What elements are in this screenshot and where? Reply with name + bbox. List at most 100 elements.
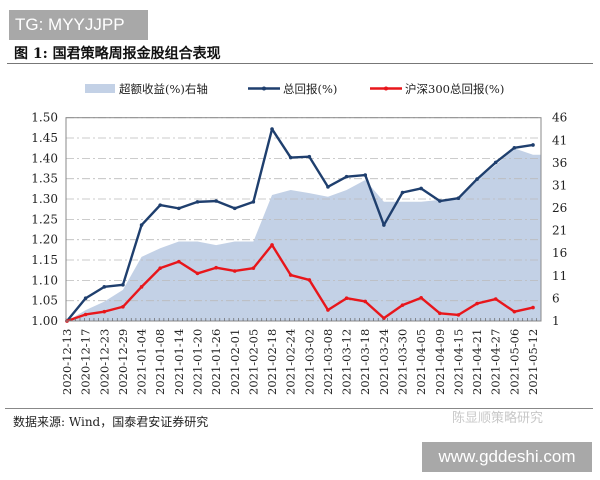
- point-hs300-return: [288, 273, 293, 277]
- x-tick-label: 2021-05-12: [526, 329, 540, 395]
- y-left-tick-label: 1.05: [31, 294, 58, 308]
- y-right-tick-label: 31: [552, 178, 567, 192]
- y-left-tick-label: 1.30: [31, 192, 58, 206]
- x-tick-label: 2020-12-13: [60, 329, 74, 395]
- x-tick-label: 2021-03-24: [377, 329, 391, 395]
- y-left-tick-label: 1.35: [31, 172, 58, 186]
- point-hs300-return: [121, 304, 125, 309]
- point-total-return: [531, 143, 535, 147]
- point-total-return: [475, 177, 479, 181]
- point-total-return: [232, 206, 237, 211]
- x-tick-label: 2021-05-06: [507, 329, 521, 395]
- x-tick-label: 2021-04-09: [433, 329, 447, 395]
- y-right-tick-label: 16: [552, 246, 567, 260]
- point-total-return: [270, 127, 274, 131]
- y-right-tick-label: 46: [552, 111, 567, 125]
- y-right-tick-label: 41: [552, 133, 567, 147]
- point-hs300-return: [83, 312, 88, 317]
- legend-swatch-excess: [85, 84, 115, 93]
- x-tick-label: 2020-12-29: [116, 329, 130, 395]
- point-total-return: [456, 196, 461, 201]
- y-right-tick-label: 1: [552, 314, 560, 328]
- point-total-return: [214, 199, 218, 203]
- point-hs300-return: [270, 243, 274, 247]
- point-total-return: [121, 283, 125, 287]
- x-tick-label: 2021-04-21: [470, 329, 484, 395]
- point-total-return: [419, 186, 423, 191]
- x-tick-label: 2021-03-18: [358, 329, 372, 395]
- x-tick-label: 2021-04-05: [414, 329, 428, 395]
- x-tick-label: 2021-01-04: [135, 329, 149, 395]
- point-total-return: [512, 145, 517, 150]
- line-total-return: [66, 127, 534, 322]
- point-hs300-return: [512, 309, 517, 314]
- legend-label-excess: 超额收益(%)右轴: [119, 82, 208, 96]
- point-total-return: [363, 173, 368, 177]
- watermark-bottom: www.gddeshi.com: [422, 442, 592, 472]
- point-total-return: [102, 285, 107, 289]
- x-tick-label: 2021-01-20: [190, 329, 204, 395]
- y-left-tick-label: 1.50: [31, 111, 58, 125]
- point-total-return: [288, 155, 293, 160]
- point-total-return: [251, 200, 256, 204]
- x-tick-label: 2020-12-17: [79, 329, 93, 395]
- y-left-tick-label: 1.10: [31, 273, 58, 287]
- point-hs300-return: [456, 313, 461, 317]
- point-hs300-return: [363, 299, 368, 304]
- x-tick-label: 2021-04-27: [489, 329, 503, 395]
- point-hs300-return: [493, 297, 498, 301]
- watermark-top: TG: MYYJJPP: [9, 10, 148, 40]
- point-total-return: [344, 174, 349, 179]
- point-hs300-return: [177, 259, 181, 264]
- y-left-tick-label: 1.45: [31, 131, 58, 145]
- line-layer: [65, 127, 535, 323]
- point-hs300-return: [438, 311, 442, 316]
- point-hs300-return: [419, 296, 423, 300]
- point-hs300-return: [326, 308, 330, 312]
- x-tick-label: 2021-02-01: [228, 329, 242, 395]
- legend-marker-hs300: [384, 86, 388, 91]
- point-total-return: [195, 200, 200, 204]
- x-tick-label: 2021-01-26: [209, 329, 223, 395]
- point-hs300-return: [307, 278, 312, 282]
- y-right-tick-label: 6: [552, 291, 560, 305]
- chart: 超额收益(%)右轴 总回报(%) 沪深300总回报(%) 1.00 1.05 1.1…: [31, 82, 567, 395]
- point-hs300-return: [531, 305, 535, 310]
- x-tick-label: 2021-02-18: [265, 329, 279, 395]
- y-left-tick-label: 1.00: [31, 314, 58, 328]
- point-hs300-return: [344, 296, 349, 301]
- point-hs300-return: [214, 265, 218, 270]
- figure-title: 图 1: 国君策略周报金股组合表现: [14, 46, 221, 62]
- y-left-tick-label: 1.15: [31, 253, 58, 267]
- legend-label-hs300: 沪深300总回报(%): [405, 82, 504, 96]
- axis-layer: 1.00 1.05 1.10 1.15 1.20 1.25 1.30 1.35 1.40 1.45…: [31, 111, 567, 395]
- x-tick-label: 2021-04-15: [451, 329, 465, 395]
- y-left-tick-label: 1.40: [31, 151, 58, 165]
- x-tick-label: 2021-03-12: [340, 329, 354, 395]
- legend-label-total: 总回报(%): [283, 82, 337, 96]
- x-tick-label: 2021-01-14: [172, 329, 186, 395]
- point-total-return: [382, 223, 386, 227]
- point-total-return: [177, 206, 181, 211]
- legend-marker-total: [262, 86, 266, 91]
- area-excess-return: [67, 148, 541, 321]
- y-right-tick-label: 21: [552, 224, 567, 238]
- y-right-tick-label: 11: [552, 269, 567, 283]
- point-hs300-return: [158, 266, 162, 270]
- point-hs300-return: [195, 271, 200, 276]
- point-hs300-return: [232, 269, 237, 273]
- legend: 超额收益(%)右轴 总回报(%) 沪深300总回报(%): [85, 82, 504, 96]
- y-right-tick-label: 36: [552, 156, 567, 170]
- point-hs300-return: [400, 303, 405, 307]
- y-left-tick-label: 1.25: [31, 212, 58, 226]
- line-hs300-return: [66, 243, 534, 323]
- wechat-watermark: 陈显顺策略研究: [452, 411, 544, 426]
- y-left-tick-label: 1.20: [31, 233, 58, 247]
- area-layer: [67, 148, 541, 321]
- point-hs300-return: [251, 266, 256, 270]
- point-total-return: [438, 199, 442, 203]
- point-hs300-return: [102, 309, 107, 314]
- divider-bottom: [5, 408, 593, 409]
- x-tick-label: 2021-03-30: [396, 329, 410, 395]
- divider-top: [7, 63, 593, 64]
